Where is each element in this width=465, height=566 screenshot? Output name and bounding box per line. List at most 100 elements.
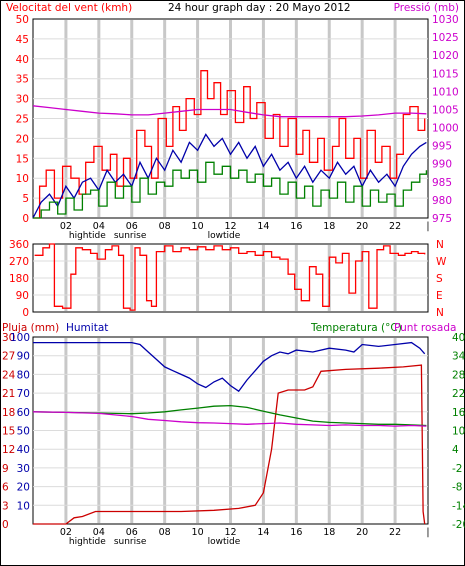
temperature-y-tick-40: 40 [452, 332, 465, 344]
humidity-annotation-hightide: hightide [69, 537, 106, 547]
wind-y-tick-45: 45 [16, 34, 29, 46]
rain-y-tick-6: 6 [2, 482, 9, 494]
series-pressure [32, 105, 427, 118]
temperature-y-tick-10: 10 [452, 426, 465, 438]
humidity-x-tick-16: 16 [290, 527, 302, 538]
wind-x-tick-06: 06 [126, 221, 138, 232]
direction-compass-W-1: W [436, 256, 447, 268]
series-wind [33, 70, 426, 219]
wind-x-tick-12: 12 [224, 221, 236, 232]
humidity-annotation-lowtide: lowtide [208, 537, 241, 547]
humidity-y-tick-20: 20 [17, 482, 30, 494]
wind-y-tick-10: 10 [16, 173, 29, 185]
rain-y-tick-27: 27 [2, 351, 15, 363]
wind-y-tick-40: 40 [16, 54, 29, 66]
series-humidity [33, 341, 426, 393]
wind-y-tick-20: 20 [16, 133, 29, 145]
series-dewpoint [32, 411, 427, 427]
rain-y-tick-30: 30 [2, 332, 15, 344]
chart-title: 24 hour graph day : 20 Mayo 2012 [168, 2, 351, 14]
series-temperature [32, 404, 427, 427]
wind-annotation-hightide: hightide [69, 231, 106, 241]
direction-y-tick-360: 360 [9, 239, 29, 251]
humidity-y-tick-100: 100 [10, 332, 30, 344]
temperature-y-tick-16: 16 [452, 407, 465, 419]
wind-y-tick-25: 25 [16, 114, 29, 126]
pressure-axis-label: Pressió (mb) [394, 2, 459, 14]
pressure-y-tick-1015: 1015 [432, 68, 459, 80]
humidity-x-tick-22: 22 [389, 527, 401, 538]
humidity-x-tick-06: 06 [126, 527, 138, 538]
direction-y-tick-270: 270 [9, 256, 29, 268]
humidity-y-tick-10: 10 [17, 500, 30, 512]
temperature-y-tick--2: -2 [452, 463, 462, 475]
direction-compass-S-2: S [436, 273, 443, 285]
pressure-y-tick-1020: 1020 [432, 50, 459, 62]
temperature-y-tick--14: -14 [452, 500, 465, 512]
direction-y-tick-0: 0 [22, 307, 29, 319]
humidity-y-tick-60: 60 [17, 407, 30, 419]
wind-x-tick-20: 20 [356, 221, 368, 232]
temperature-y-tick--20: -20 [452, 519, 465, 531]
rain-y-tick-18: 18 [2, 407, 15, 419]
direction-compass-E-3: E [436, 290, 443, 302]
wind-y-tick-50: 50 [16, 14, 29, 26]
dewpoint-axis-label: Punt rosada [394, 322, 456, 334]
temperature-y-tick-28: 28 [452, 369, 465, 381]
wind-x-tick-18: 18 [323, 221, 335, 232]
humidity-x-tick-20: 20 [356, 527, 368, 538]
wind-x-tick-|: | [426, 221, 429, 232]
rain-axis-label: Pluja (mm) [2, 322, 59, 334]
pressure-y-tick-995: 995 [432, 141, 452, 153]
wind-x-tick-08: 08 [159, 221, 171, 232]
wind-axis-label: Velocitat del vent (kmh) [6, 2, 132, 14]
rain-y-tick-24: 24 [2, 369, 16, 381]
humidity-y-tick-80: 80 [17, 369, 30, 381]
wind-y-tick-5: 5 [22, 193, 29, 205]
humidity-y-tick-70: 70 [17, 388, 30, 400]
humidity-x-tick-18: 18 [323, 527, 335, 538]
wind-y-tick-35: 35 [16, 74, 29, 86]
humidity-x-tick-|: | [426, 527, 429, 538]
panels: 0510152025303540455097598098599099510001… [2, 14, 465, 547]
wind-x-tick-14: 14 [257, 221, 269, 232]
direction-compass-N-0: N [436, 239, 444, 251]
humidity-axis-label: Humitat [66, 322, 108, 334]
temperature-y-tick-4: 4 [452, 444, 459, 456]
humidity-y-tick-50: 50 [17, 426, 30, 438]
wind-annotation-lowtide: lowtide [208, 231, 241, 241]
rain-y-tick-15: 15 [2, 426, 15, 438]
pressure-y-tick-975: 975 [432, 213, 452, 225]
wind-annotation-sunrise: sunrise [114, 231, 147, 241]
temperature-y-tick-34: 34 [452, 351, 465, 363]
pressure-y-tick-1010: 1010 [432, 86, 459, 98]
humidity-x-tick-04: 04 [93, 527, 105, 538]
humidity-y-tick-40: 40 [17, 444, 30, 456]
direction-y-tick-90: 90 [16, 290, 29, 302]
humidity-y-tick-30: 30 [17, 463, 30, 475]
humidity-annotation-sunrise: sunrise [114, 537, 147, 547]
wind-x-tick-22: 22 [389, 221, 401, 232]
direction-compass-N-4: N [436, 307, 444, 319]
pressure-y-tick-985: 985 [432, 177, 452, 189]
rain-y-tick-3: 3 [2, 500, 9, 512]
rain-y-tick-0: 0 [2, 519, 9, 531]
wind-y-tick-0: 0 [22, 213, 29, 225]
humidity-y-tick-90: 90 [17, 351, 30, 363]
rain-y-tick-21: 21 [2, 388, 15, 400]
pressure-y-tick-1005: 1005 [432, 104, 459, 116]
series-rain [33, 364, 426, 525]
rain-y-tick-12: 12 [2, 444, 15, 456]
temperature-y-tick--8: -8 [452, 482, 462, 494]
direction-y-tick-180: 180 [9, 273, 29, 285]
humidity-x-tick-10: 10 [192, 527, 204, 538]
humidity-x-tick-08: 08 [159, 527, 171, 538]
pressure-y-tick-1030: 1030 [432, 14, 459, 26]
series-wind_min [33, 161, 428, 219]
pressure-y-tick-990: 990 [432, 159, 452, 171]
humidity-x-tick-12: 12 [224, 527, 236, 538]
wind-x-tick-02: 02 [60, 221, 72, 232]
wind-x-tick-04: 04 [93, 221, 105, 232]
